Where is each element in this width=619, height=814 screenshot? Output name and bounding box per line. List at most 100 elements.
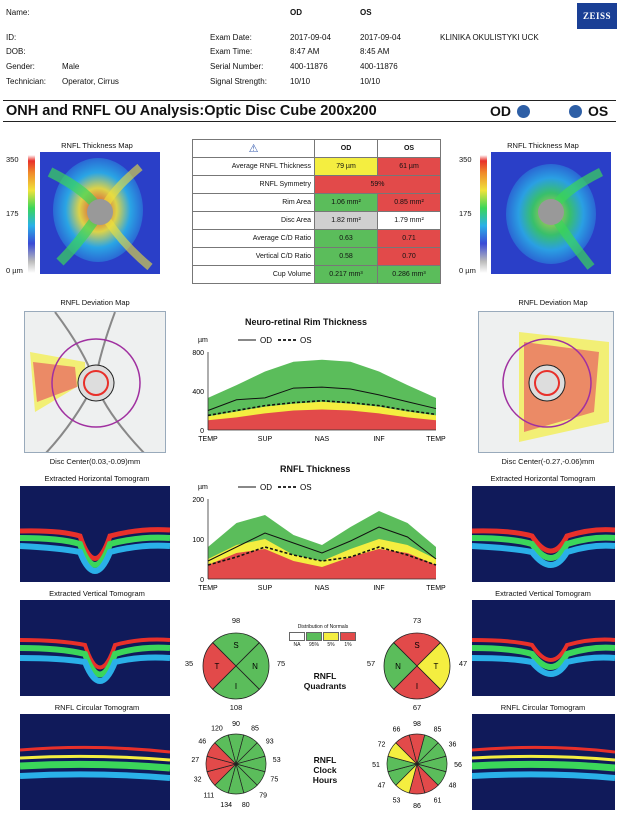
od-deviation-map: [24, 311, 166, 453]
metric-label: Disc Area: [192, 211, 315, 230]
od-quad-left: 35: [184, 659, 194, 668]
od-quad-right: 75: [276, 659, 286, 668]
table-header-icon-cell: ⚠: [192, 139, 315, 158]
quadrant-letter: S: [414, 641, 419, 650]
legend-os-text: OS: [300, 336, 312, 345]
od-quad-top: 98: [231, 616, 241, 625]
legend-label: 5%: [327, 642, 335, 648]
quadrant-letter: I: [416, 682, 418, 691]
series-line-os: [207, 546, 437, 566]
os-deviation-map-title: RNFL Deviation Map: [518, 298, 588, 307]
legend-od-text: OD: [260, 483, 272, 492]
clock-hour-value: 86: [413, 803, 421, 810]
clock-hour-value: 36: [449, 742, 457, 749]
report-title-bar: ONH and RNFL OU Analysis:Optic Disc Cube…: [3, 100, 616, 122]
table-header-os: OS: [377, 139, 441, 158]
od-disc-center: Disc Center(0.03,-0.09)mm: [49, 457, 141, 466]
metric-label: Average RNFL Thickness: [192, 157, 315, 176]
table-row: Rim Area 1.06 mm² 0.85 mm²: [192, 193, 441, 212]
os-quad-top: 73: [412, 616, 422, 625]
norm-band-red: [208, 549, 436, 579]
x-tick-label: NAS: [315, 585, 330, 592]
legend-swatch-green: [306, 632, 322, 641]
quadrant-sector: [393, 665, 441, 700]
exam-date-label: Exam Date:: [210, 33, 252, 42]
norm-band-red: [208, 409, 436, 430]
quadrant-sector: [202, 642, 237, 690]
clock-hour-value: 134: [220, 802, 232, 809]
id-label: ID:: [6, 33, 17, 42]
os-scale-min: 0 µm: [459, 266, 476, 275]
metric-label: Vertical C/D Ratio: [192, 247, 315, 266]
metric-od-value: 0.217 mm³: [314, 265, 378, 284]
od-vertical-tomogram: [20, 600, 170, 696]
y-tick-label: 0: [200, 577, 204, 584]
y-tick-label: 100: [192, 537, 204, 544]
legend-swatch-na: [289, 632, 305, 641]
table-row: Average C/D Ratio 0.63 0.71: [192, 229, 441, 248]
os-quadrant-chart: S N T I: [383, 632, 451, 700]
os-quad-bottom: 67: [412, 703, 422, 712]
os-scale-mid: 175: [459, 209, 472, 218]
series-line-od: [207, 526, 437, 562]
x-tick-label: TEMP: [198, 585, 218, 592]
os-clock-hours-chart: 98 85 36 56 48 61 86 53 47 51 72 66: [372, 721, 462, 810]
y-unit-label: µm: [198, 484, 208, 491]
quadrant-letter: T: [215, 662, 220, 671]
quadrant-letter: I: [235, 682, 237, 691]
table-row: Vertical C/D Ratio 0.58 0.70: [192, 247, 441, 266]
legend-label: 1%: [344, 642, 352, 648]
os-exam-date: 2017-09-04: [360, 33, 401, 42]
normals-legend: Distribution of Normals NA 95% 5% 1%: [287, 624, 359, 650]
quadrants-label-line1: RNFL: [313, 671, 337, 681]
os-signal: 10/10: [360, 77, 381, 86]
y-tick-label: 800: [192, 350, 204, 357]
name-label: Name:: [6, 8, 30, 17]
od-exam-date: 2017-09-04: [290, 33, 331, 42]
x-tick-label: SUP: [258, 585, 273, 592]
legend-swatch-yellow: [323, 632, 339, 641]
clinic-name: KLINIKA OKULISTYKI UCK: [440, 33, 539, 42]
os-thickness-map: [491, 152, 611, 274]
quadrant-letter: N: [395, 662, 401, 671]
os-quad-right: 47: [458, 659, 468, 668]
table-row: RNFL Symmetry 59%: [192, 175, 441, 194]
clock-sector: [214, 734, 237, 766]
metric-label: Average C/D Ratio: [192, 229, 315, 248]
quadrant-letter: N: [252, 662, 258, 671]
os-vertical-tomogram-title: Extracted Vertical Tomogram: [495, 589, 591, 598]
clock-hour-value: 47: [378, 783, 386, 790]
os-quad-left: 57: [366, 659, 376, 668]
chart-rim-title: Neuro-retinal Rim Thickness: [245, 317, 368, 327]
y-tick-label: 200: [192, 497, 204, 504]
clock-hour-value: 53: [393, 798, 401, 805]
quadrant-sector: [393, 632, 441, 667]
metric-label: Cup Volume: [192, 265, 315, 284]
od-thickness-map: [40, 152, 160, 274]
od-thickness-map-title: RNFL Thickness Map: [61, 141, 133, 150]
clock-hour-value: 93: [266, 739, 274, 746]
quadrant-sector: [212, 665, 260, 700]
quadrant-sector: [416, 642, 451, 690]
table-row: Cup Volume 0.217 mm³ 0.286 mm³: [192, 265, 441, 284]
metric-os-value: 0.286 mm³: [377, 265, 441, 284]
quadrant-sector: [212, 632, 260, 667]
quadrants-label: RNFL Quadrants: [290, 671, 360, 691]
x-tick-label: TEMP: [426, 436, 446, 443]
os-horizontal-tomogram-title: Extracted Horizontal Tomogram: [490, 474, 596, 483]
metric-od-value: 0.58: [314, 247, 378, 266]
metric-od-value: 1.06 mm²: [314, 193, 378, 212]
x-tick-label: TEMP: [426, 585, 446, 592]
clock-hour-value: 27: [191, 757, 199, 764]
metric-od-value: 0.63: [314, 229, 378, 248]
metric-os-value: 1.79 mm²: [377, 211, 441, 230]
os-exam-time: 8:45 AM: [360, 47, 390, 56]
od-quadrant-chart: S T N I: [202, 632, 270, 700]
clock-hour-value: 111: [203, 793, 214, 800]
y-tick-label: 400: [192, 389, 204, 396]
technician-value: Operator, Cirrus: [62, 77, 119, 86]
clock-hour-value: 53: [273, 757, 281, 764]
clock-hour-value: 66: [393, 726, 401, 733]
od-scale-max: 350: [6, 155, 19, 164]
clock-hour-value: 85: [251, 726, 259, 733]
